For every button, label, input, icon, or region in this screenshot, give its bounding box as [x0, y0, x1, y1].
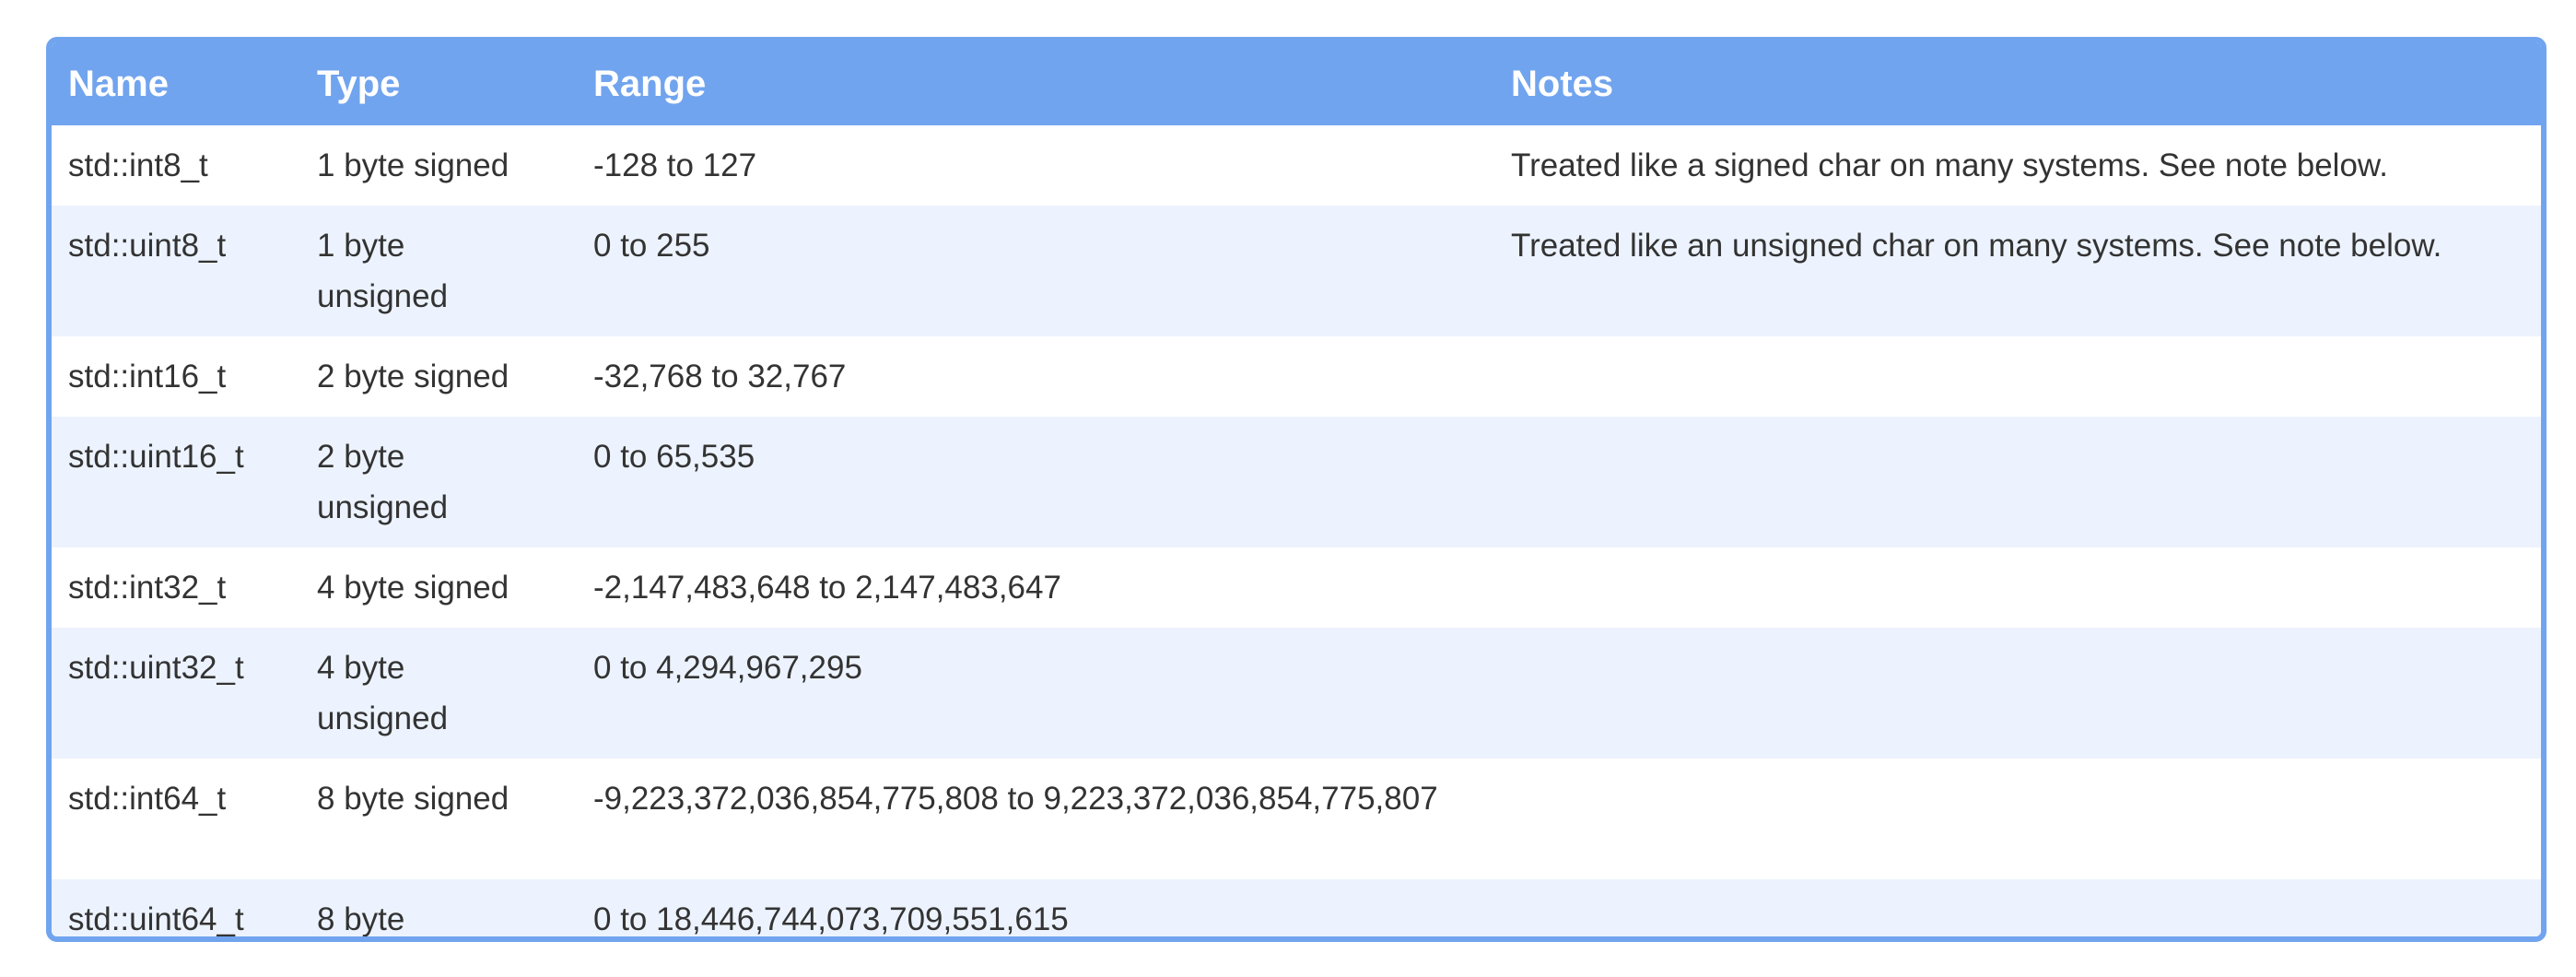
cell-range: 0 to 65,535	[593, 439, 755, 475]
cell-range: -9,223,372,036,854,775,808 to 9,223,372,…	[593, 781, 1438, 817]
cell-type: 4 byte unsigned	[317, 650, 449, 736]
table-row: std::uint8_t 1 byte unsigned 0 to 255 Tr…	[52, 206, 2541, 336]
cell-notes	[1494, 759, 2541, 879]
cell-notes	[1494, 547, 2541, 628]
cell-notes	[1494, 417, 2541, 547]
integer-types-table: Name Type Range Notes std::int8_t 1 byte…	[52, 42, 2541, 937]
cell-type: 4 byte signed	[317, 570, 509, 606]
cell-name: std::uint16_t	[68, 439, 244, 475]
table-header: Name Type Range Notes	[52, 42, 2541, 125]
cell-type: 2 byte unsigned	[317, 439, 449, 525]
table-row: std::uint16_t 2 byte unsigned 0 to 65,53…	[52, 417, 2541, 547]
table-row: std::int16_t 2 byte signed -32,768 to 32…	[52, 336, 2541, 417]
cell-name: std::int32_t	[68, 570, 227, 606]
cell-name: std::uint32_t	[68, 650, 244, 686]
header-range: Range	[593, 64, 707, 104]
header-type: Type	[317, 64, 401, 104]
header-notes: Notes	[1511, 64, 1614, 104]
table-row: std::uint32_t 4 byte unsigned 0 to 4,294…	[52, 628, 2541, 759]
header-row: Name Type Range Notes	[52, 42, 2541, 125]
table-row: std::int32_t 4 byte signed -2,147,483,64…	[52, 547, 2541, 628]
table-row: std::int64_t 8 byte signed -9,223,372,03…	[52, 759, 2541, 879]
cell-notes: Treated like an unsigned char on many sy…	[1511, 228, 2442, 264]
cell-type: 1 byte unsigned	[317, 228, 449, 314]
cell-notes	[1494, 879, 2541, 936]
fixed-width-integer-table: Name Type Range Notes std::int8_t 1 byte…	[46, 37, 2547, 942]
cell-notes: Treated like a signed char on many syste…	[1511, 147, 2388, 183]
cell-name: std::int16_t	[68, 359, 227, 394]
table-body: std::int8_t 1 byte signed -128 to 127 Tr…	[52, 125, 2541, 937]
cell-range: 0 to 255	[593, 228, 710, 264]
cell-notes	[1494, 336, 2541, 417]
cell-range: 0 to 4,294,967,295	[593, 650, 862, 686]
header-name: Name	[68, 64, 169, 104]
cell-type: 1 byte signed	[317, 147, 509, 183]
cell-range: 0 to 18,446,744,073,709,551,615	[593, 901, 1069, 937]
cell-type: 2 byte signed	[317, 359, 509, 394]
cell-name: std::int64_t	[68, 781, 227, 817]
cell-range: -32,768 to 32,767	[593, 359, 847, 394]
cell-type: 8 byte signed	[317, 781, 509, 817]
table-row: std::uint64_t 8 byte unsigned 0 to 18,44…	[52, 879, 2541, 937]
cell-range: -128 to 127	[593, 147, 757, 183]
table-row: std::int8_t 1 byte signed -128 to 127 Tr…	[52, 125, 2541, 206]
cell-type: 8 byte unsigned	[317, 901, 405, 937]
cell-notes	[1494, 628, 2541, 759]
cell-name: std::uint8_t	[68, 228, 227, 264]
cell-name: std::int8_t	[68, 147, 208, 183]
cell-name: std::uint64_t	[68, 901, 244, 937]
cell-range: -2,147,483,648 to 2,147,483,647	[593, 570, 1061, 606]
